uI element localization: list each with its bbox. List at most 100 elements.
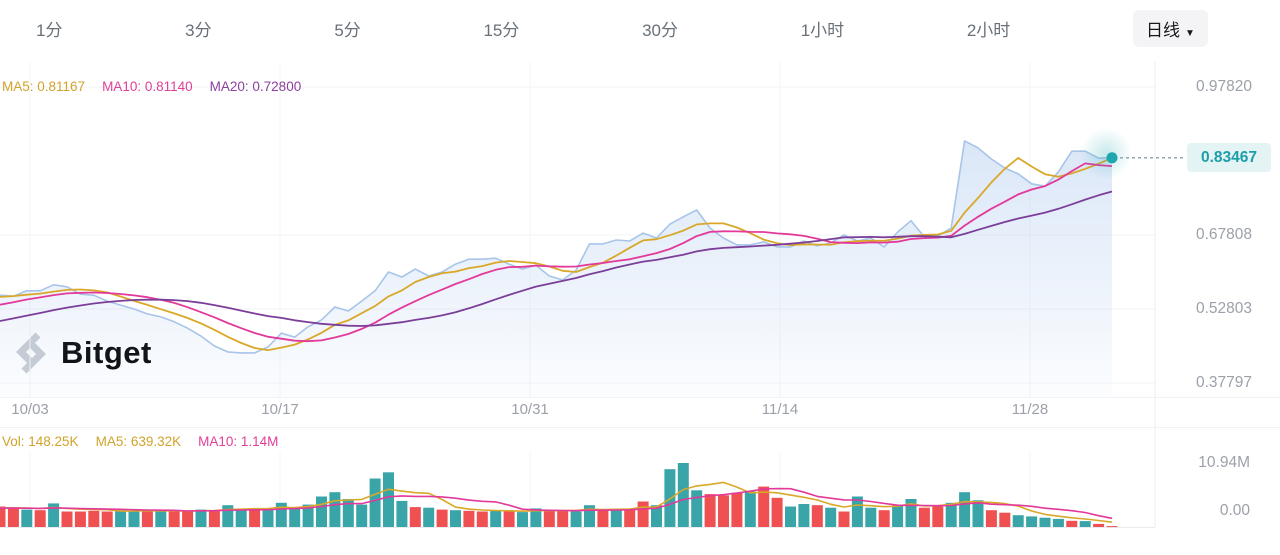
price-axis-label: 0.52803 (1195, 299, 1252, 317)
volume-bar (878, 510, 890, 527)
price-area-fill (0, 140, 1112, 397)
timeframe-tabbar: 1分 3分 5分 15分 30分 1小时 2小时 日线 ▼ (0, 0, 1280, 56)
volume-bar (48, 503, 60, 527)
volume-bar (155, 511, 167, 527)
ma-readout-1: MA10: 0.81140 (102, 79, 193, 94)
tab-30m[interactable]: 30分 (642, 20, 678, 40)
volume-bar (570, 511, 582, 527)
volume-bar (249, 508, 261, 527)
tab-1d[interactable]: 日线 ▼ (1133, 9, 1208, 47)
volume-bar (932, 506, 944, 527)
volume-bar (811, 505, 823, 527)
volume-bar (88, 510, 100, 527)
volume-indicators: Vol: 148.25K MA5: 639.32K MA10: 1.14M (2, 433, 278, 450)
volume-bar (758, 486, 770, 527)
volume-axis-label: 10.94M (1198, 454, 1250, 471)
volume-bar (1039, 517, 1051, 527)
current-price-badge: 0.83467 (1187, 143, 1271, 173)
ma5-line (0, 156, 1113, 352)
volume-bar (262, 509, 274, 527)
volume-bar (409, 507, 421, 527)
vol-readout-0: Vol: 148.25K (2, 434, 79, 449)
volume-bar (1066, 520, 1078, 527)
volume-bar (1052, 518, 1064, 527)
date-axis-label: 10/17 (261, 401, 299, 418)
volume-bar (985, 510, 997, 527)
volume-bar (959, 492, 971, 527)
tab-2h[interactable]: 2小时 (966, 20, 1011, 40)
volume-bar (905, 499, 917, 527)
volume-series (0, 463, 1118, 528)
ma10-line (0, 162, 1113, 343)
volume-bar (624, 509, 636, 527)
volume-bar (101, 511, 113, 527)
volume-bar (490, 510, 502, 527)
volume-bar (517, 512, 528, 527)
volume-bar (865, 507, 877, 527)
volume-bar (476, 511, 488, 527)
current-price-dot (1106, 152, 1118, 164)
volume-bar (423, 507, 435, 527)
volume-bar (74, 511, 86, 527)
volume-bar (838, 511, 850, 527)
volume-bar (637, 501, 649, 527)
volume-bar (610, 509, 622, 527)
date-axis-label: 11/14 (761, 401, 799, 418)
volume-bar (168, 511, 180, 527)
volume-bar (115, 510, 127, 527)
volume-bar (235, 510, 247, 527)
volume-bar (342, 499, 354, 527)
ma-readout-2: MA20: 0.72800 (209, 79, 302, 94)
volume-bar (1026, 516, 1038, 527)
volume-axis-label: 0.00 (1219, 502, 1250, 519)
volume-bar (396, 500, 408, 527)
volume-bar (677, 463, 689, 527)
tab-1h[interactable]: 1小时 (800, 20, 845, 40)
volume-bar (557, 510, 569, 527)
tab-1m[interactable]: 1分 (36, 20, 63, 40)
volume-bar (21, 509, 33, 527)
price-series (0, 140, 1113, 397)
volume-bar (383, 472, 394, 527)
volume-bar (999, 512, 1011, 527)
volume-bar (128, 510, 140, 527)
volume-bar (892, 505, 904, 527)
volume-bar (141, 510, 153, 527)
vol-readout-1: MA5: 639.32K (95, 434, 182, 449)
volume-bar (945, 502, 957, 527)
volume-bar (436, 509, 448, 527)
volume-bar (785, 506, 796, 527)
volume-bar (651, 505, 662, 527)
volume-bar (718, 495, 729, 527)
volume-bar (302, 504, 314, 527)
volume-bar (584, 505, 595, 527)
current-price-value: 0.83467 (1200, 148, 1258, 166)
chevron-down-icon: ▼ (1185, 27, 1195, 39)
volume-bar (1093, 523, 1105, 527)
volume-bar (356, 504, 368, 527)
volume-bar (771, 497, 783, 527)
price-axis-label: 0.67808 (1195, 226, 1252, 243)
volume-bar (34, 510, 46, 527)
price-axis-label: 0.97820 (1195, 78, 1252, 95)
volume-bar (450, 510, 461, 527)
volume-bar (851, 496, 863, 527)
ma-readout-0: MA5: 0.81167 (2, 79, 86, 94)
tab-15m[interactable]: 15分 (483, 20, 520, 40)
volume-bar (7, 507, 19, 527)
current-price-marker (1080, 127, 1185, 180)
volume-bar (798, 504, 810, 527)
volume-bar (1079, 521, 1091, 527)
volume-bar (503, 511, 515, 527)
vol-readout-2: MA10: 1.14M (198, 434, 279, 449)
volume-bar (0, 506, 6, 527)
volume-bar (222, 505, 234, 527)
volume-bar (316, 496, 327, 527)
volume-bar (597, 510, 609, 527)
tab-3m[interactable]: 3分 (185, 20, 212, 40)
main-ma-indicators: MA5: 0.81167 MA10: 0.81140 MA20: 0.72800 (2, 78, 301, 95)
price-axis-label: 0.37797 (1195, 374, 1252, 391)
volume-bar (530, 508, 542, 527)
tab-5m[interactable]: 5分 (334, 20, 361, 40)
